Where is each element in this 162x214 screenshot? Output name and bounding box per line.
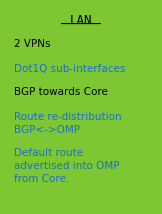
Text: 2 VPNs: 2 VPNs — [14, 39, 51, 49]
Text: Dot1Q sub-interfaces: Dot1Q sub-interfaces — [14, 64, 126, 74]
Text: LAN: LAN — [70, 14, 92, 27]
Text: BGP towards Core: BGP towards Core — [14, 87, 108, 97]
Text: Route re-distribution
BGP<->OMP: Route re-distribution BGP<->OMP — [14, 112, 122, 135]
Text: Default route
advertised into OMP
from Core.: Default route advertised into OMP from C… — [14, 148, 120, 184]
